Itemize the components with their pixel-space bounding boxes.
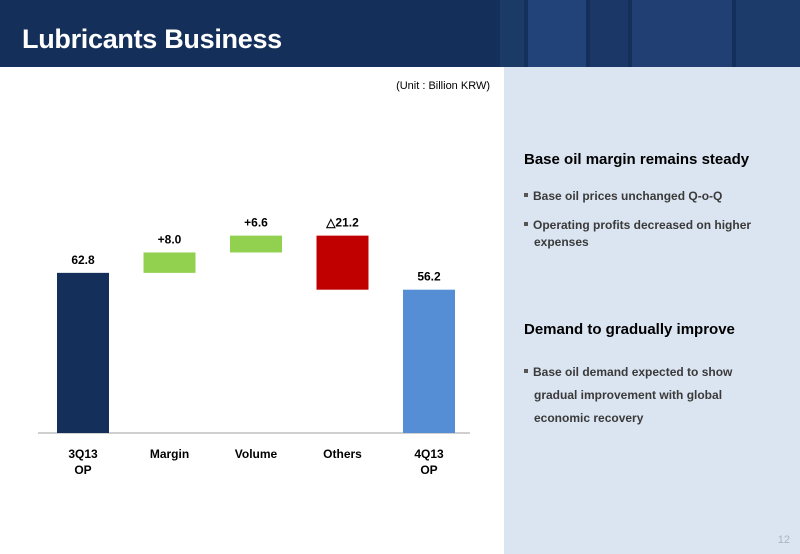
unit-note: (Unit : Billion KRW) [396,80,490,92]
page-number: 12 [777,534,790,546]
bullet-item: Base oil demand expected to show gradual… [524,361,754,429]
bar-margin [143,252,196,273]
data-label-3q13: 62.8 [71,253,95,267]
section-heading-demand: Demand to gradually improve [524,321,735,338]
bullet-item: Operating profits decreased on higher ex… [524,217,784,252]
data-label-margin: +8.0 [158,232,182,246]
category-label-4q13: OP [420,463,437,477]
category-label-volume: Volume [235,447,278,461]
section-heading-margin: Base oil margin remains steady [524,151,750,168]
bullet-square-icon [524,369,528,373]
page-title: Lubricants Business [22,24,282,54]
category-label-3q13: 3Q13 [68,447,98,461]
side-panel: Base oil margin remains steady Base oil … [504,67,800,554]
data-label-volume: +6.6 [244,216,268,230]
category-label-others: Others [323,447,362,461]
category-label-3q13: OP [74,463,91,477]
category-label-margin: Margin [150,447,189,461]
bullet-square-icon [524,193,528,197]
bullet-item: Base oil prices unchanged Q-o-Q [524,188,784,205]
data-label-others: △21.2 [325,216,359,230]
bar-4q13 [403,289,455,433]
bar-others [316,235,369,290]
bullet-square-icon [524,222,528,226]
chart-svg: 62.8 3Q13 OP +8.0 Margin +6.6 Volume △21.2 Other… [38,216,470,477]
category-label-4q13: 4Q13 [414,447,444,461]
bar-volume [230,235,282,253]
header-bar: Lubricants Business [0,0,800,67]
bar-3q13 [57,272,109,433]
waterfall-chart: 62.8 3Q13 OP +8.0 Margin +6.6 Volume △21.2 Other… [0,100,500,500]
data-label-4q13: 56.2 [417,270,441,284]
